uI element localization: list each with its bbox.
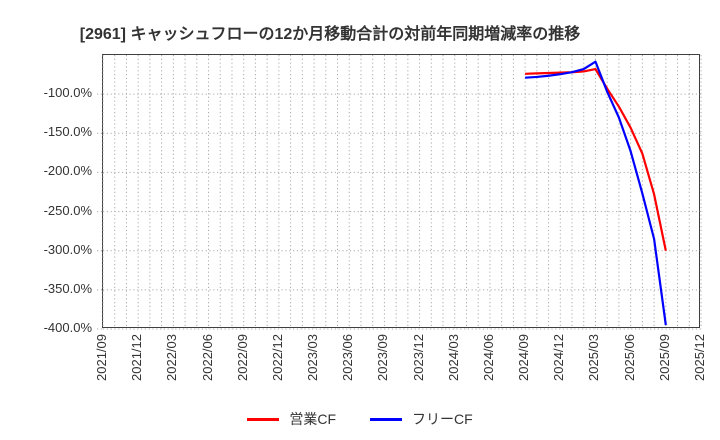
x-tick-label: 2021/12 bbox=[129, 334, 145, 381]
x-tick-label: 2023/03 bbox=[305, 334, 321, 381]
y-tick-label: -200.0% bbox=[43, 163, 92, 179]
y-tick-label: -400.0% bbox=[43, 320, 92, 335]
series-line-operating-cf bbox=[525, 67, 667, 251]
x-tick-label: 2024/12 bbox=[551, 334, 567, 381]
y-tick-label: -100.0% bbox=[43, 85, 92, 101]
x-tick-label: 2025/12 bbox=[692, 334, 707, 381]
legend-item-free-cf: フリーCF bbox=[370, 409, 473, 429]
y-tick-label: -150.0% bbox=[43, 124, 92, 140]
x-tick-label: 2024/09 bbox=[516, 334, 532, 381]
legend-label-operating-cf: 営業CF bbox=[289, 411, 336, 427]
legend-label-free-cf: フリーCF bbox=[412, 411, 473, 427]
x-tick-label: 2022/03 bbox=[164, 334, 180, 381]
x-tick-label: 2022/06 bbox=[199, 334, 215, 381]
series-line-free-cf bbox=[525, 60, 667, 326]
x-tick-label: 2024/03 bbox=[445, 334, 461, 381]
x-tick-label: 2023/12 bbox=[410, 334, 426, 381]
x-tick-label: 2022/12 bbox=[269, 334, 285, 381]
x-tick-label: 2023/09 bbox=[375, 334, 391, 381]
chart-title: [2961] キャッシュフローの12か月移動合計の対前年同期増減率の推移 bbox=[79, 26, 581, 43]
x-tick-label: 2021/09 bbox=[94, 334, 109, 381]
x-tick-label: 2022/09 bbox=[234, 334, 250, 381]
plot-canvas bbox=[97, 55, 702, 330]
y-tick-label: -300.0% bbox=[43, 241, 92, 257]
x-tick-label: 2025/09 bbox=[656, 334, 672, 381]
x-tick-label: 2025/03 bbox=[586, 334, 602, 381]
legend: 営業CF フリーCF bbox=[0, 408, 720, 430]
y-tick-label: -350.0% bbox=[43, 280, 92, 296]
x-tick-label: 2024/06 bbox=[480, 334, 496, 381]
legend-line-free-cf bbox=[370, 417, 402, 421]
legend-line-operating-cf bbox=[247, 417, 280, 421]
x-tick-label: 2025/06 bbox=[621, 334, 637, 381]
legend-item-operating-cf: 営業CF bbox=[247, 409, 336, 429]
y-tick-label: -250.0% bbox=[43, 202, 92, 218]
x-tick-label: 2023/06 bbox=[340, 334, 356, 381]
plot-area bbox=[97, 54, 702, 330]
